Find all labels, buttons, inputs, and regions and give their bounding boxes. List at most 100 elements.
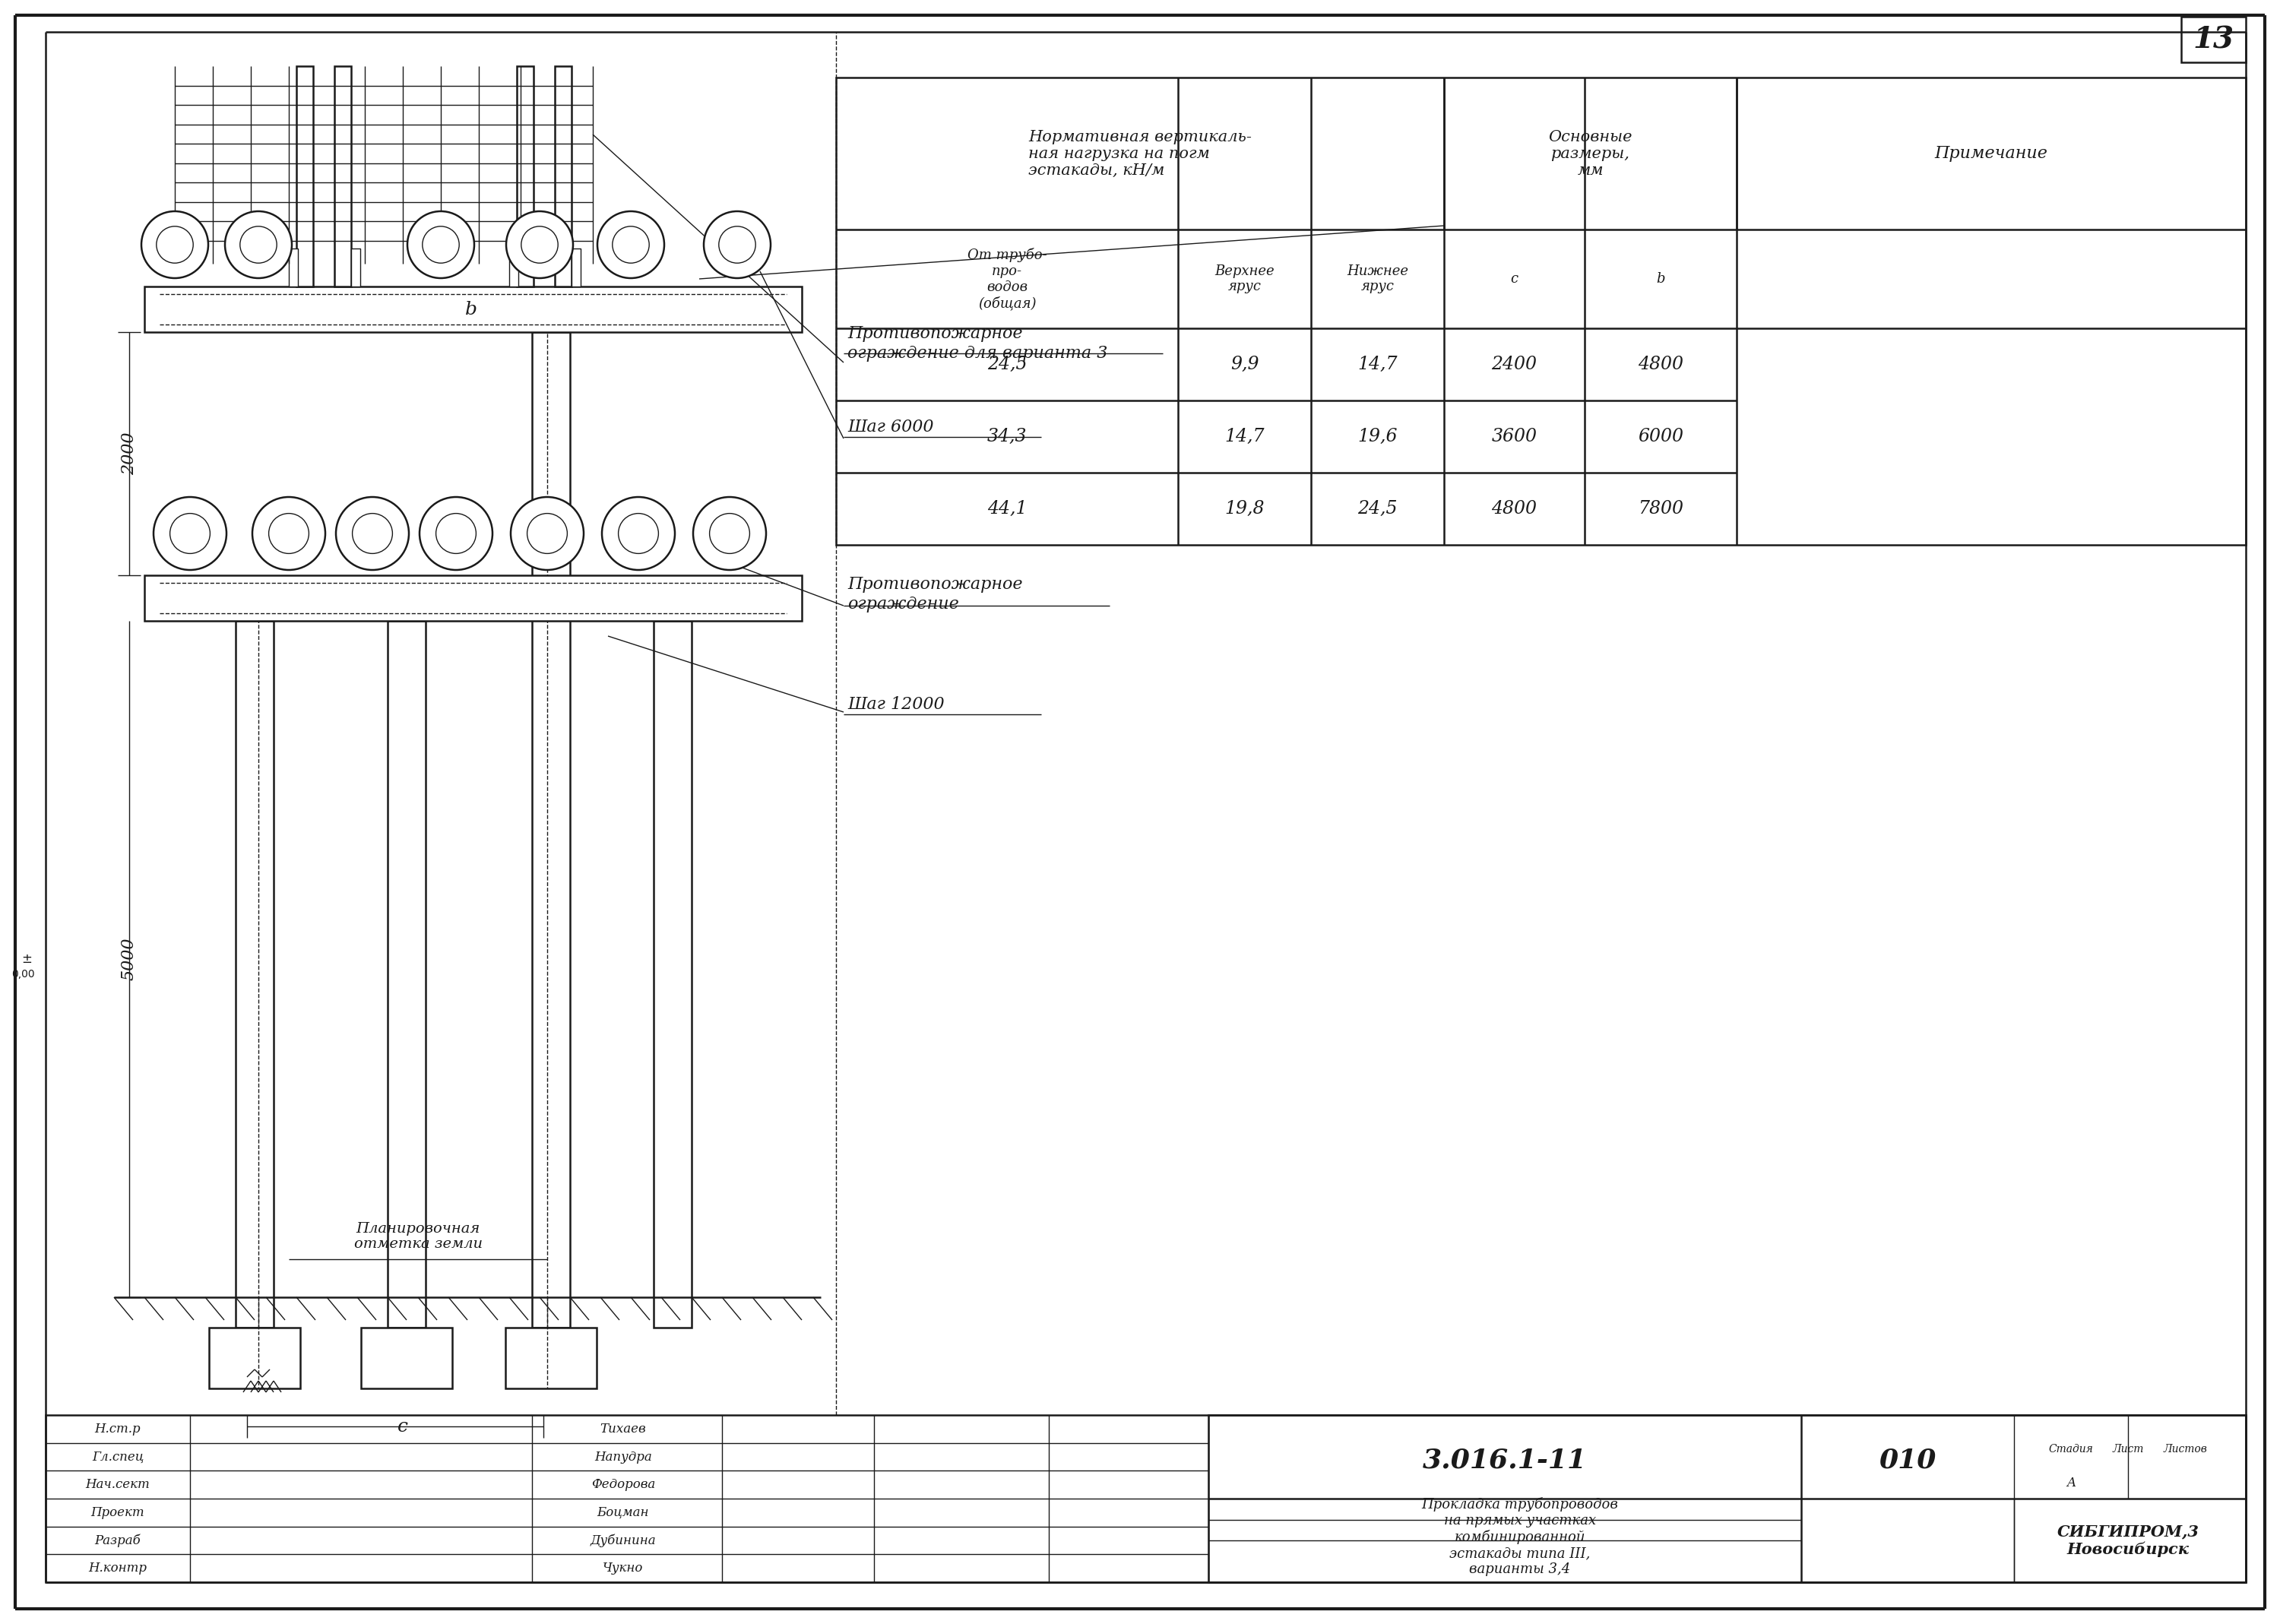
Text: Боцман: Боцман: [597, 1505, 650, 1518]
Bar: [235, 620, 274, 1328]
Bar: [837, 78, 2246, 546]
Bar: [46, 1415, 2246, 1582]
Text: Стадия: Стадия: [2050, 1444, 2093, 1455]
Text: 4800: 4800: [1637, 356, 1683, 374]
Circle shape: [422, 226, 458, 263]
Text: 19,6: 19,6: [1357, 427, 1398, 445]
Bar: [518, 67, 534, 286]
Text: 010: 010: [1879, 1447, 1936, 1473]
Bar: [388, 620, 426, 1328]
Circle shape: [597, 211, 663, 278]
Circle shape: [157, 226, 194, 263]
Bar: [506, 1328, 597, 1389]
Circle shape: [353, 513, 392, 554]
Text: 0,00: 0,00: [11, 970, 34, 979]
Circle shape: [618, 513, 659, 554]
Circle shape: [335, 497, 408, 570]
Circle shape: [527, 513, 568, 554]
Text: 44,1: 44,1: [987, 500, 1026, 518]
Text: 3600: 3600: [1491, 427, 1537, 445]
Text: Основные
размеры,
мм: Основные размеры, мм: [1548, 130, 1632, 177]
Text: 14,7: 14,7: [1224, 427, 1265, 445]
Text: 7800: 7800: [1637, 500, 1683, 518]
Text: СИБГИПРОМ,3
Новосибирск: СИБГИПРОМ,3 Новосибирск: [2057, 1523, 2198, 1557]
Text: 4800: 4800: [1491, 500, 1537, 518]
Text: 14,7: 14,7: [1357, 356, 1398, 374]
Text: 2000: 2000: [121, 432, 137, 476]
Bar: [554, 67, 572, 286]
Text: От трубо-
про-
водов
(общая): От трубо- про- водов (общая): [967, 248, 1047, 310]
Bar: [210, 1328, 301, 1389]
Bar: [360, 1328, 451, 1389]
Text: Нормативная вертикаль-
ная нагрузка на погм
эстакады, кН/м: Нормативная вертикаль- ная нагрузка на п…: [1028, 130, 1252, 177]
Text: Верхнее
ярус: Верхнее ярус: [1215, 265, 1275, 294]
Text: Нижнее
ярус: Нижнее ярус: [1347, 265, 1409, 294]
Circle shape: [253, 497, 326, 570]
Text: 3.016.1-11: 3.016.1-11: [1423, 1447, 1587, 1473]
Text: 19,8: 19,8: [1224, 500, 1265, 518]
Bar: [654, 620, 691, 1328]
Circle shape: [709, 513, 750, 554]
Text: Лист: Лист: [2111, 1444, 2143, 1455]
Circle shape: [718, 226, 755, 263]
Bar: [531, 331, 570, 1328]
Bar: [290, 248, 299, 286]
Circle shape: [613, 226, 650, 263]
Text: Гл.спец: Гл.спец: [91, 1450, 144, 1463]
Circle shape: [226, 211, 292, 278]
Bar: [144, 575, 803, 620]
Text: Противопожарное
ограждение для варианта 3: Противопожарное ограждение для варианта …: [848, 325, 1108, 362]
Text: Противопожарное
ограждение: Противопожарное ограждение: [848, 577, 1021, 612]
Bar: [508, 248, 518, 286]
Text: Дубинина: Дубинина: [591, 1533, 657, 1548]
Text: c: c: [1509, 273, 1518, 286]
Text: Разраб: Разраб: [96, 1533, 141, 1548]
Circle shape: [602, 497, 675, 570]
Circle shape: [705, 211, 771, 278]
Text: Напудра: Напудра: [595, 1450, 652, 1463]
Text: 9,9: 9,9: [1231, 356, 1259, 374]
Text: Шаг 6000: Шаг 6000: [848, 419, 935, 435]
Text: 34,3: 34,3: [987, 427, 1026, 445]
Circle shape: [269, 513, 308, 554]
Circle shape: [693, 497, 766, 570]
Text: Прокладка трубопроводов
на прямых участках
комбинированной
эстакады типа III,
ва: Прокладка трубопроводов на прямых участк…: [1423, 1497, 1619, 1575]
Text: ±: ±: [21, 952, 32, 966]
Text: 6000: 6000: [1637, 427, 1683, 445]
Text: Шаг 12000: Шаг 12000: [848, 697, 944, 713]
Bar: [1208, 1415, 2246, 1582]
Text: 5000: 5000: [121, 937, 137, 981]
Text: 24,5: 24,5: [1357, 500, 1398, 518]
Circle shape: [153, 497, 226, 570]
Text: Чукно: Чукно: [602, 1562, 643, 1575]
Text: b: b: [465, 300, 477, 318]
Bar: [351, 248, 360, 286]
Bar: [335, 67, 351, 286]
Text: 13: 13: [2193, 24, 2234, 54]
Text: c: c: [397, 1418, 408, 1436]
Text: Нач.сект: Нач.сект: [87, 1478, 150, 1491]
Text: Планировочная
отметка земли: Планировочная отметка земли: [353, 1221, 483, 1250]
Bar: [144, 286, 803, 331]
Circle shape: [141, 211, 207, 278]
Text: Н.ст.р: Н.ст.р: [96, 1423, 141, 1436]
Text: 2400: 2400: [1491, 356, 1537, 374]
Circle shape: [420, 497, 492, 570]
Bar: [296, 67, 312, 286]
Text: 24,5: 24,5: [987, 356, 1026, 374]
Text: b: b: [1655, 273, 1664, 286]
Circle shape: [506, 211, 572, 278]
Text: A: A: [2066, 1476, 2075, 1489]
Circle shape: [511, 497, 584, 570]
Text: Н.контр: Н.контр: [89, 1562, 146, 1575]
Text: Тихаев: Тихаев: [600, 1423, 645, 1436]
Text: Листов: Листов: [2164, 1444, 2207, 1455]
Circle shape: [171, 513, 210, 554]
Text: Примечание: Примечание: [1936, 145, 2047, 162]
Circle shape: [239, 226, 276, 263]
Circle shape: [408, 211, 474, 278]
Circle shape: [522, 226, 559, 263]
Text: Федорова: Федорова: [591, 1478, 654, 1491]
Circle shape: [435, 513, 477, 554]
Bar: [2182, 16, 2246, 62]
